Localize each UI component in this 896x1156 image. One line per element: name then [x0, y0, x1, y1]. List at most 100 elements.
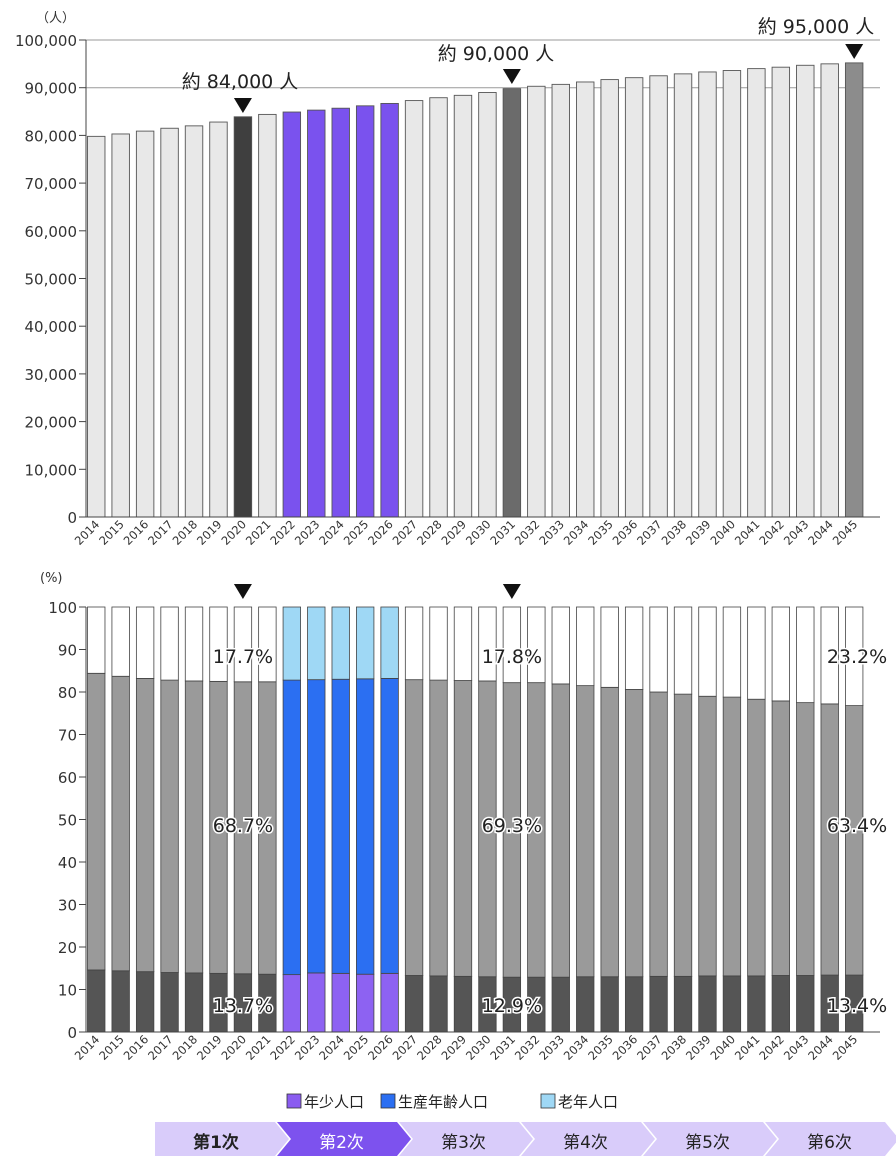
x-tick-label-top-2028: 2028	[414, 517, 445, 548]
population-bar-2026	[380, 102, 399, 518]
population-bar-2033	[551, 83, 570, 518]
phase-segment-3: 第3次	[399, 1122, 535, 1156]
x-tick-label-top-2045: 2045	[830, 517, 861, 548]
y-tick-label: 80,000	[25, 127, 78, 145]
x-tick-label-top-2039: 2039	[683, 517, 714, 548]
young-segment-2014	[87, 969, 106, 1033]
x-tick-label-bottom-2029: 2029	[438, 1032, 469, 1063]
phase-segment-4: 第4次	[521, 1122, 657, 1156]
population-bar-2031	[502, 88, 522, 518]
population-bar-2022	[282, 111, 302, 518]
young-segment-2038	[673, 975, 693, 1033]
legend-swatch-1	[380, 1093, 396, 1109]
x-tick-label-bottom-2034: 2034	[561, 1032, 592, 1063]
working-segment-2043	[796, 702, 815, 976]
y-tick-label: 70,000	[25, 175, 78, 193]
x-tick-label-top-2038: 2038	[659, 517, 690, 548]
population-bar-2024	[331, 107, 350, 518]
x-tick-label-bottom-2032: 2032	[512, 1032, 543, 1063]
population-bar-2016	[135, 130, 155, 518]
x-tick-label-top-2020: 2020	[218, 517, 249, 548]
young-segment-2039	[698, 975, 717, 1033]
phase-segment-2: 第2次	[277, 1122, 413, 1156]
elderly-segment-2032	[527, 606, 546, 684]
elderly-segment-2040	[722, 606, 742, 698]
y-tick-label-bottom: 90	[58, 642, 77, 660]
young-pct-label-2020: 13.7%	[213, 995, 273, 1017]
working-segment-2027	[404, 679, 424, 976]
elderly-segment-2036	[624, 606, 644, 690]
working-segment-2015	[111, 675, 130, 972]
population-bar-2027	[404, 100, 424, 518]
x-tick-label-bottom-2037: 2037	[634, 1032, 665, 1063]
elderly-segment-2031	[502, 606, 522, 684]
working-segment-2023	[307, 679, 326, 974]
x-tick-label-bottom-2030: 2030	[463, 1032, 494, 1063]
x-tick-label-bottom-2026: 2026	[365, 1032, 396, 1063]
y-tick-label-bottom: 40	[58, 854, 77, 872]
working-segment-2039	[698, 695, 717, 977]
x-tick-label-top-2033: 2033	[536, 517, 567, 548]
x-tick-label-top-2041: 2041	[732, 517, 763, 548]
x-tick-label-bottom-2040: 2040	[707, 1032, 738, 1063]
population-bar-2020	[233, 116, 253, 518]
young-segment-2022	[282, 974, 301, 1033]
phase-label: 第5次	[685, 1133, 730, 1153]
x-tick-label-bottom-2045: 2045	[830, 1032, 861, 1063]
y-tick-label-bottom: 100	[48, 599, 77, 617]
young-segment-2027	[404, 975, 424, 1033]
elderly-pct-label-2045: 23.2%	[827, 646, 887, 668]
working-segment-2029	[453, 680, 473, 977]
x-tick-label-top-2029: 2029	[438, 517, 469, 548]
elderly-segment-2038	[673, 606, 693, 695]
young-segment-2029	[453, 975, 473, 1033]
population-bar-2041	[747, 68, 766, 518]
population-bar-2044	[820, 63, 839, 518]
legend-label-1: 生産年齢人口	[398, 1093, 488, 1111]
population-bar-2039	[698, 71, 717, 518]
working-segment-2024	[331, 678, 350, 974]
population-bar-2042	[771, 66, 791, 518]
y-tick-label: 100,000	[15, 32, 77, 50]
young-segment-2016	[135, 971, 155, 1033]
working-segment-2014	[87, 672, 106, 971]
x-tick-label-top-2024: 2024	[316, 517, 347, 548]
bottom-marker-2031	[502, 584, 521, 599]
young-pct-label-2045: 13.4%	[827, 995, 887, 1017]
elderly-pct-label-2031: 17.8%	[482, 646, 542, 668]
y-axis-unit-label: （人）	[36, 11, 75, 26]
y-tick-label: 40,000	[25, 318, 78, 336]
x-tick-label-top-2034: 2034	[561, 517, 592, 548]
x-tick-label-top-2044: 2044	[805, 517, 836, 548]
x-tick-label-top-2030: 2030	[463, 517, 494, 548]
x-tick-label-bottom-2028: 2028	[414, 1032, 445, 1063]
y-tick-label: 50,000	[25, 271, 78, 289]
x-tick-label-bottom-2018: 2018	[170, 1032, 201, 1063]
x-tick-label-top-2019: 2019	[194, 517, 225, 548]
x-tick-label-top-2026: 2026	[365, 517, 396, 548]
elderly-segment-2028	[429, 606, 448, 681]
young-segment-2041	[747, 975, 766, 1033]
population-bar-2015	[111, 133, 130, 518]
x-tick-label-bottom-2027: 2027	[390, 1032, 421, 1063]
x-tick-label-bottom-2044: 2044	[805, 1032, 836, 1063]
elderly-segment-2041	[747, 606, 766, 700]
young-segment-2017	[160, 972, 179, 1033]
phase-label: 第6次	[807, 1133, 852, 1153]
y-tick-label: 10,000	[25, 461, 78, 479]
young-segment-2015	[111, 970, 130, 1033]
population-bar-2037	[649, 75, 668, 518]
phase-segment-6: 第6次	[765, 1122, 896, 1156]
elderly-segment-2021	[258, 606, 277, 683]
y-tick-label: 20,000	[25, 414, 78, 432]
y-tick-label-bottom: 20	[58, 939, 77, 957]
x-tick-label-bottom-2025: 2025	[341, 1032, 372, 1063]
population-bar-2032	[527, 85, 546, 518]
x-tick-label-bottom-2017: 2017	[145, 1032, 176, 1063]
annotation-label-2020: 約 84,000 人	[182, 71, 299, 93]
annotation-label-2045: 約 95,000 人	[758, 16, 875, 38]
working-segment-2028	[429, 679, 448, 977]
young-segment-2024	[331, 972, 350, 1033]
y-tick-label-bottom: 30	[58, 897, 77, 915]
elderly-segment-2025	[356, 606, 375, 680]
